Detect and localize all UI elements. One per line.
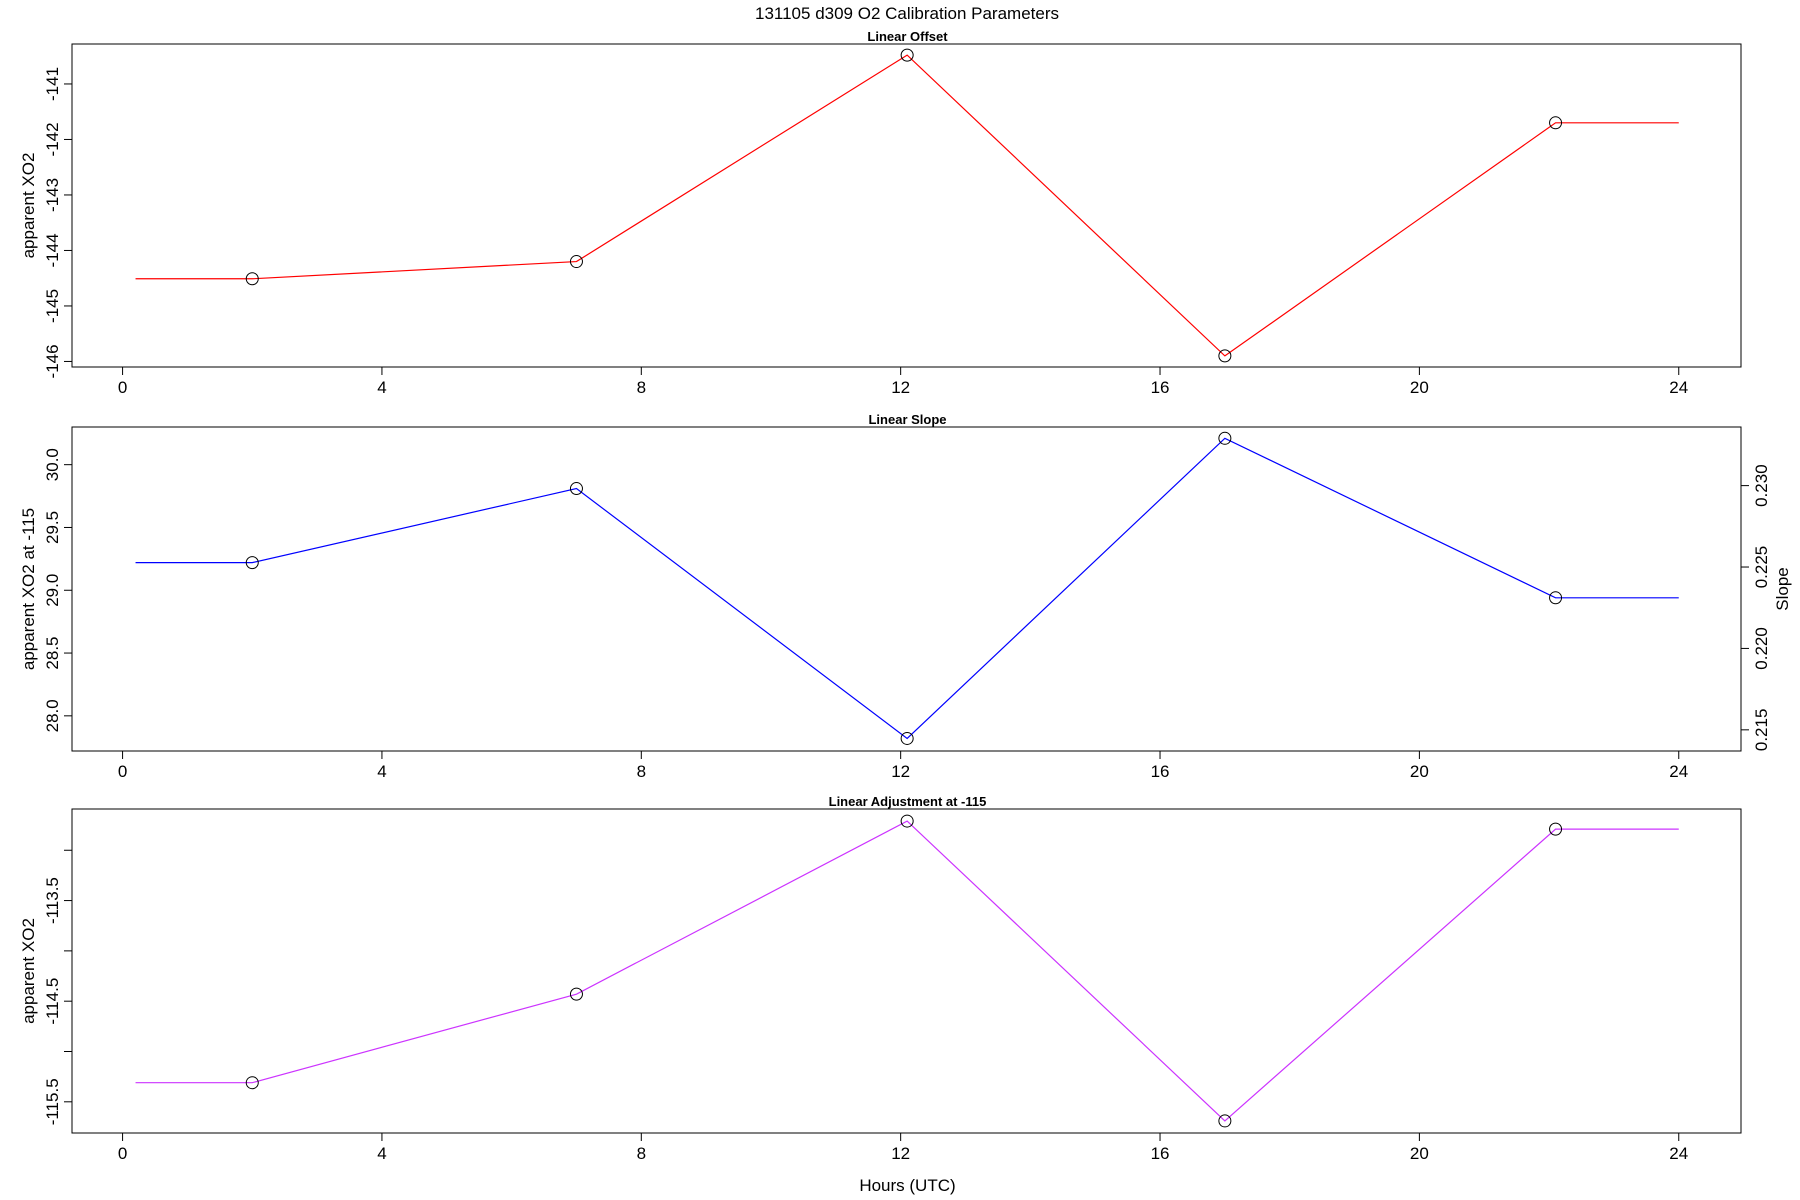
x-tick-label: 8	[637, 378, 646, 397]
x-tick-label: 4	[377, 1144, 386, 1163]
y-tick-label: -142	[43, 122, 62, 156]
y2-tick-label: 0.230	[1752, 464, 1771, 507]
x-tick-label: 16	[1151, 1144, 1170, 1163]
x-tick-label: 20	[1410, 1144, 1429, 1163]
x-tick-label: 12	[891, 378, 910, 397]
y-tick-label: -114.5	[43, 978, 62, 1025]
data-point	[1549, 591, 1563, 605]
data-point	[245, 1076, 259, 1090]
x-tick-label: 24	[1669, 762, 1688, 781]
y2-axis-label: Slope	[1773, 567, 1792, 610]
panel-title: Linear Offset	[867, 29, 948, 44]
data-point	[569, 255, 583, 269]
x-tick-label: 0	[118, 378, 127, 397]
x-tick-label: 24	[1669, 378, 1688, 397]
y-tick-label: -113.5	[43, 877, 62, 924]
y2-tick-label: 0.220	[1752, 627, 1771, 670]
x-tick-label: 8	[637, 1144, 646, 1163]
x-tick-label: 24	[1669, 1144, 1688, 1163]
data-point	[1218, 1114, 1232, 1128]
data-line	[135, 437, 1679, 740]
data-point	[900, 814, 914, 828]
x-tick-label: 12	[891, 762, 910, 781]
data-point	[245, 272, 259, 286]
data-point	[1549, 116, 1563, 130]
x-tick-label: 12	[891, 1144, 910, 1163]
data-point	[1218, 431, 1232, 445]
x-tick-label: 8	[637, 762, 646, 781]
data-line	[135, 820, 1679, 1122]
plot-frame	[71, 426, 1742, 752]
y-tick-label: -144	[43, 233, 62, 267]
data-line	[135, 54, 1679, 357]
y-tick-label: -115.5	[43, 1078, 62, 1125]
plot-frame	[71, 808, 1742, 1134]
y-tick-label: 29.5	[43, 511, 62, 544]
data-point	[900, 48, 914, 62]
y2-tick-label: 0.225	[1752, 546, 1771, 589]
data-point	[245, 556, 259, 570]
x-tick-label: 16	[1151, 762, 1170, 781]
data-point	[900, 731, 914, 745]
x-tick-label: 4	[377, 378, 386, 397]
y-axis-label: apparent XO2	[19, 153, 38, 259]
y-tick-label: 28.0	[43, 699, 62, 732]
x-tick-label: 20	[1410, 378, 1429, 397]
data-point	[569, 482, 583, 496]
data-point	[1218, 349, 1232, 363]
panel-title: Linear Adjustment at -115	[829, 794, 987, 809]
y-axis-label: apparent XO2	[19, 918, 38, 1024]
data-point	[569, 987, 583, 1001]
y2-tick-label: 0.215	[1752, 709, 1771, 752]
y-tick-label: 30.0	[43, 448, 62, 481]
data-point	[1549, 822, 1563, 836]
y-tick-label: -143	[43, 178, 62, 212]
y-tick-label: -145	[43, 289, 62, 323]
plot-frame	[71, 43, 1742, 368]
y-tick-label: -146	[43, 344, 62, 378]
panel-title: Linear Slope	[868, 412, 946, 427]
x-axis-label: Hours (UTC)	[859, 1176, 955, 1195]
chart-title: 131105 d309 O2 Calibration Parameters	[755, 4, 1059, 23]
x-tick-label: 0	[118, 1144, 127, 1163]
x-tick-label: 4	[377, 762, 386, 781]
y-tick-label: -141	[43, 67, 62, 101]
x-tick-label: 0	[118, 762, 127, 781]
y-axis-label: apparent XO2 at -115	[19, 508, 38, 670]
x-tick-label: 20	[1410, 762, 1429, 781]
y-tick-label: 29.0	[43, 574, 62, 607]
y-tick-label: 28.5	[43, 636, 62, 669]
x-tick-label: 16	[1151, 378, 1170, 397]
